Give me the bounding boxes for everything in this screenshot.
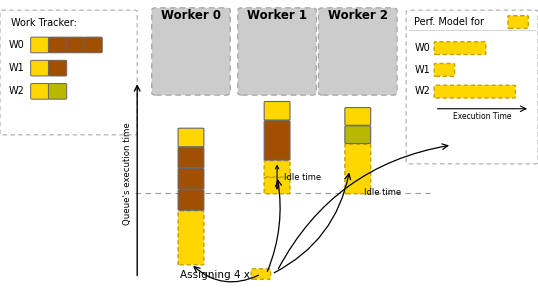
FancyBboxPatch shape (264, 102, 290, 120)
FancyBboxPatch shape (264, 161, 290, 177)
FancyBboxPatch shape (178, 211, 204, 265)
FancyBboxPatch shape (345, 108, 371, 125)
FancyBboxPatch shape (434, 42, 486, 55)
FancyBboxPatch shape (48, 84, 67, 99)
Text: W1: W1 (9, 63, 25, 73)
FancyBboxPatch shape (345, 126, 371, 144)
FancyBboxPatch shape (178, 128, 204, 147)
Text: Assigning 4 x: Assigning 4 x (180, 270, 250, 280)
Text: W0: W0 (9, 40, 25, 50)
Text: W1: W1 (414, 65, 430, 75)
FancyBboxPatch shape (318, 8, 397, 95)
FancyBboxPatch shape (84, 37, 102, 53)
FancyBboxPatch shape (508, 16, 528, 28)
Text: Worker 1: Worker 1 (247, 10, 307, 22)
Text: Worker 0: Worker 0 (161, 10, 221, 22)
FancyBboxPatch shape (31, 60, 49, 76)
FancyBboxPatch shape (406, 10, 538, 164)
FancyBboxPatch shape (434, 64, 455, 76)
Text: Work Tracker:: Work Tracker: (11, 18, 76, 28)
FancyBboxPatch shape (264, 177, 290, 194)
FancyBboxPatch shape (48, 37, 67, 53)
FancyBboxPatch shape (178, 168, 204, 189)
FancyBboxPatch shape (238, 8, 316, 95)
FancyBboxPatch shape (0, 10, 137, 135)
FancyBboxPatch shape (178, 190, 204, 210)
Text: Idle time: Idle time (284, 173, 321, 182)
Text: Idle time: Idle time (364, 188, 401, 197)
FancyBboxPatch shape (31, 37, 49, 53)
FancyBboxPatch shape (434, 85, 515, 98)
Text: W2: W2 (414, 86, 430, 96)
FancyBboxPatch shape (48, 60, 67, 76)
Text: W2: W2 (9, 86, 25, 96)
FancyBboxPatch shape (178, 147, 204, 168)
Text: Worker 2: Worker 2 (328, 10, 388, 22)
Text: Perf. Model for: Perf. Model for (414, 17, 484, 27)
Text: Execution Time: Execution Time (453, 112, 512, 121)
Text: W0: W0 (414, 43, 430, 53)
FancyBboxPatch shape (152, 8, 230, 95)
Text: Queue's execution time: Queue's execution time (123, 123, 132, 225)
FancyBboxPatch shape (31, 84, 49, 99)
FancyBboxPatch shape (66, 37, 84, 53)
FancyBboxPatch shape (264, 121, 290, 160)
FancyBboxPatch shape (345, 144, 371, 194)
FancyBboxPatch shape (251, 269, 271, 279)
